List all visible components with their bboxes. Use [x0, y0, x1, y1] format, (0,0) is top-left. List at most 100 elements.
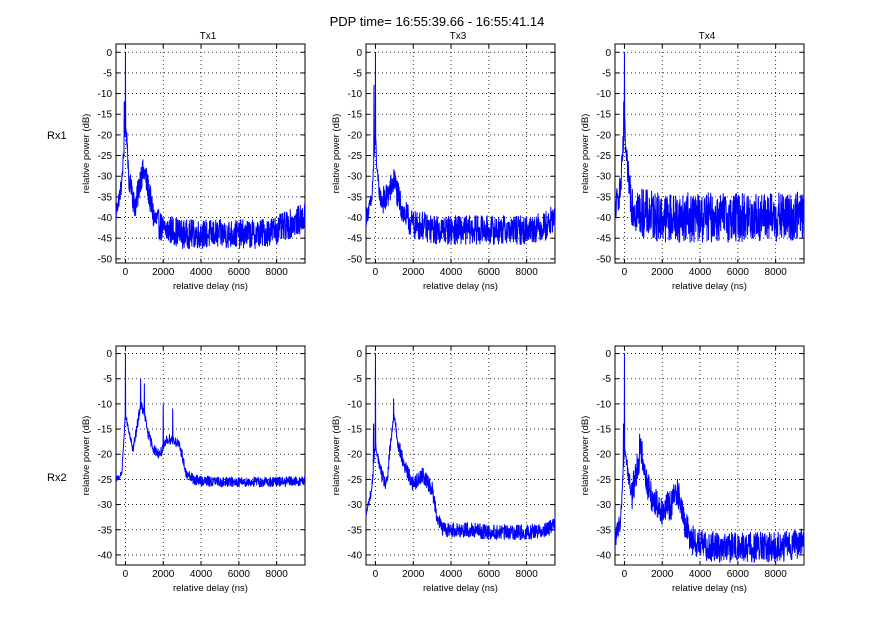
pdp-trace-rx1-tx3: [365, 51, 556, 245]
x-tick-label: 6000: [478, 267, 501, 278]
x-tick-label: 8000: [266, 569, 289, 580]
plot-area-rx2-tx4: [614, 345, 805, 566]
y-tick-label: -35: [597, 525, 612, 536]
y-tick-label: -25: [98, 475, 113, 486]
y-tick-label: -35: [98, 525, 113, 536]
y-axis-label: relative power (dB): [331, 114, 342, 194]
x-tick-label: 0: [373, 267, 379, 278]
x-tick-label: 6000: [228, 267, 251, 278]
y-tick-label: 0: [605, 349, 611, 360]
x-tick-label: 0: [123, 267, 129, 278]
x-tick-label: 6000: [727, 569, 750, 580]
y-tick-label: -40: [98, 213, 113, 224]
y-tick-label: -5: [602, 374, 611, 385]
x-axis-label: relative delay (ns): [173, 281, 248, 292]
pdp-trace-rx1-tx4: [614, 51, 805, 243]
y-tick-label: -30: [348, 500, 363, 511]
column-title-tx4: Tx4: [699, 31, 716, 42]
y-tick-label: -25: [348, 151, 363, 162]
y-tick-label: -10: [348, 399, 363, 410]
subplot-rx2-tx4: 0 2000 4000 6000 8000 0 -5 -10 -15 -20 -25 -30 -35 -4…: [580, 345, 805, 594]
x-axis-label: relative delay (ns): [672, 583, 747, 594]
column-title-tx3: Tx3: [450, 31, 467, 42]
plot-area-rx2-tx1: [115, 345, 306, 566]
x-tick-label: 2000: [651, 569, 674, 580]
y-tick-label: -30: [98, 172, 113, 183]
x-tick-label: 2000: [152, 569, 175, 580]
y-tick-label: -10: [348, 89, 363, 100]
y-tick-label: -45: [597, 234, 612, 245]
subplot-rx1-tx4: 0 2000 4000 6000 8000 0 -5 -10 -15 -20 -25 -30 -35 -4…: [580, 43, 805, 292]
y-tick-label: -40: [597, 213, 612, 224]
y-tick-label: -15: [597, 110, 612, 121]
x-tick-label: 4000: [190, 267, 213, 278]
x-tick-label: 4000: [440, 267, 463, 278]
y-tick-label: -5: [353, 68, 362, 79]
x-tick-label: 2000: [402, 569, 425, 580]
y-axis-label: relative power (dB): [580, 114, 591, 194]
x-tick-label: 4000: [689, 569, 712, 580]
y-axis-label: relative power (dB): [580, 416, 591, 496]
y-tick-label: -25: [348, 475, 363, 486]
y-tick-label: -40: [98, 550, 113, 561]
y-tick-label: -30: [98, 500, 113, 511]
y-tick-label: -45: [348, 234, 363, 245]
x-tick-label: 0: [373, 569, 379, 580]
subplot-grid: 0 2000 4000 6000 8000 0 -5 -10 -15 -20 -25 -30 -35 -4…: [81, 43, 805, 594]
y-tick-label: -25: [98, 151, 113, 162]
y-tick-label: 0: [106, 349, 112, 360]
x-tick-label: 0: [622, 267, 628, 278]
subplot-rx1-tx3: 0 2000 4000 6000 8000 0 -5 -10 -15 -20 -25 -30 -35 -4…: [331, 43, 556, 292]
x-tick-label: 8000: [516, 569, 539, 580]
y-tick-label: -30: [348, 172, 363, 183]
y-tick-label: -25: [597, 151, 612, 162]
y-tick-label: -10: [98, 399, 113, 410]
x-tick-label: 0: [622, 569, 628, 580]
y-tick-label: -45: [98, 234, 113, 245]
x-tick-label: 4000: [689, 267, 712, 278]
y-tick-label: -5: [103, 68, 112, 79]
y-tick-label: 0: [106, 48, 112, 59]
x-tick-label: 8000: [765, 569, 788, 580]
y-tick-label: -20: [597, 450, 612, 461]
pdp-trace-rx2-tx3: [365, 353, 556, 541]
column-title-tx1: Tx1: [200, 31, 217, 42]
y-axis-label: relative power (dB): [331, 416, 342, 496]
x-tick-label: 0: [123, 569, 129, 580]
pdp-trace-rx2-tx4: [614, 353, 805, 563]
y-tick-label: -50: [98, 254, 113, 265]
y-tick-label: -20: [597, 130, 612, 141]
y-tick-label: -50: [348, 254, 363, 265]
y-tick-label: -20: [348, 450, 363, 461]
pdp-trace-rx1-tx1: [115, 51, 306, 249]
y-axis-label: relative power (dB): [81, 114, 92, 194]
x-tick-label: 4000: [440, 569, 463, 580]
y-tick-label: -15: [98, 110, 113, 121]
y-tick-label: -30: [597, 172, 612, 183]
subplot-rx2-tx1: 0 2000 4000 6000 8000 0 -5 -10 -15 -20 -25 -30 -35 -4…: [81, 345, 306, 594]
y-tick-label: -25: [597, 475, 612, 486]
y-tick-label: 0: [356, 349, 362, 360]
y-tick-label: 0: [356, 48, 362, 59]
y-tick-label: -10: [597, 89, 612, 100]
y-tick-label: -40: [597, 550, 612, 561]
figure-title: PDP time= 16:55:39.66 - 16:55:41.14: [330, 14, 545, 29]
y-tick-label: -10: [597, 399, 612, 410]
y-tick-label: -40: [348, 213, 363, 224]
y-tick-label: -15: [98, 425, 113, 436]
subplot-rx2-tx3: 0 2000 4000 6000 8000 0 -5 -10 -15 -20 -25 -30 -35 -4…: [331, 345, 556, 594]
y-tick-label: -5: [602, 68, 611, 79]
x-tick-label: 4000: [190, 569, 213, 580]
x-tick-label: 6000: [478, 569, 501, 580]
y-tick-label: -35: [348, 525, 363, 536]
pdp-trace-rx2-tx1: [115, 353, 306, 488]
x-axis-label: relative delay (ns): [672, 281, 747, 292]
x-tick-label: 2000: [651, 267, 674, 278]
y-tick-label: -15: [348, 110, 363, 121]
y-tick-label: -40: [348, 550, 363, 561]
x-tick-label: 8000: [516, 267, 539, 278]
x-tick-label: 8000: [266, 267, 289, 278]
x-tick-label: 6000: [228, 569, 251, 580]
y-tick-label: -10: [98, 89, 113, 100]
subplot-rx1-tx1: 0 2000 4000 6000 8000 0 -5 -10 -15 -20 -25 -30 -35 -4…: [81, 43, 306, 292]
